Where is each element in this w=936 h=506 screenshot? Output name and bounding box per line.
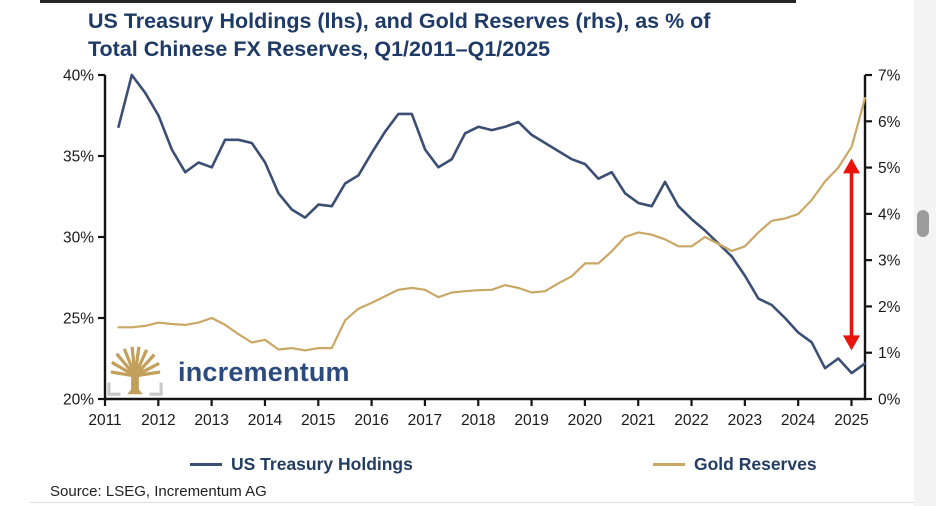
- chart-legend: US Treasury Holdings Gold Reserves: [0, 451, 936, 477]
- x-axis-tick-label: 2022: [674, 412, 708, 429]
- x-axis-tick-label: 2013: [194, 412, 228, 429]
- x-axis-tick-label: 2015: [301, 412, 335, 429]
- legend-label-treasury: US Treasury Holdings: [231, 453, 413, 474]
- top-border-line: [40, 0, 796, 3]
- chart-title: US Treasury Holdings (lhs), and Gold Res…: [88, 8, 868, 63]
- right-axis-tick-label: 3%: [878, 253, 901, 270]
- incrementum-logo: incrementum: [106, 346, 350, 398]
- right-axis-tick-label: 4%: [878, 206, 901, 223]
- scrollbar-thumb[interactable]: [917, 210, 929, 237]
- x-axis-tick-label: 2011: [88, 412, 121, 429]
- x-axis-tick-label: 2014: [248, 412, 283, 429]
- legend-item-gold: Gold Reserves: [653, 451, 817, 477]
- right-axis-tick-label: 0%: [878, 392, 901, 409]
- logo-tree-branches: [110, 346, 161, 378]
- x-axis-tick-label: 2025: [834, 412, 868, 429]
- chart-title-line2: Total Chinese FX Reserves, Q1/2011–Q1/20…: [88, 36, 551, 61]
- left-axis-tick-label: 35%: [63, 149, 94, 166]
- legend-item-treasury: US Treasury Holdings: [190, 451, 413, 477]
- left-axis-tick-label: 40%: [63, 68, 94, 85]
- x-axis-tick-label: 2020: [568, 412, 603, 429]
- right-axis-tick-label: 7%: [878, 68, 901, 85]
- treasury-holdings-line: [117, 73, 867, 375]
- logo-tree-trunk: [127, 372, 143, 395]
- right-axis-tick-label: 1%: [878, 345, 901, 362]
- left-axis-tick-label: 25%: [63, 311, 94, 328]
- right-axis-tick-label: 6%: [878, 114, 901, 131]
- treasury-line-swatch: [190, 462, 222, 466]
- scrollbar-track[interactable]: [914, 0, 936, 506]
- annotation-arrowhead-up: [843, 158, 860, 174]
- left-axis-tick-label: 30%: [63, 230, 94, 247]
- source-note: Source: LSEG, Incrementum AG: [50, 483, 267, 500]
- tree-icon: [107, 346, 163, 396]
- right-axis-tick-label: 2%: [878, 299, 901, 316]
- left-axis-tick-label: 20%: [63, 392, 94, 409]
- x-axis-tick-label: 2019: [514, 412, 548, 429]
- gold-line-swatch: [653, 462, 685, 466]
- legend-label-gold: Gold Reserves: [694, 453, 817, 474]
- chart-title-line1: US Treasury Holdings (lhs), and Gold Res…: [88, 9, 711, 33]
- bottom-divider: [30, 502, 936, 503]
- logo-wordmark: incrementum: [178, 356, 350, 387]
- annotation-arrowhead-down: [843, 335, 860, 351]
- x-axis-tick-label: 2017: [408, 412, 442, 429]
- x-axis-tick-label: 2024: [781, 412, 816, 429]
- x-axis-tick-label: 2023: [728, 412, 762, 429]
- x-axis-tick-label: 2012: [141, 412, 175, 429]
- x-axis-tick-label: 2021: [621, 412, 655, 429]
- logo-brackets: [107, 382, 163, 396]
- right-axis-tick-label: 5%: [878, 160, 901, 177]
- gold-reserves-line: [117, 96, 867, 352]
- x-axis-tick-label: 2016: [354, 412, 388, 429]
- x-axis-tick-label: 2018: [461, 412, 495, 429]
